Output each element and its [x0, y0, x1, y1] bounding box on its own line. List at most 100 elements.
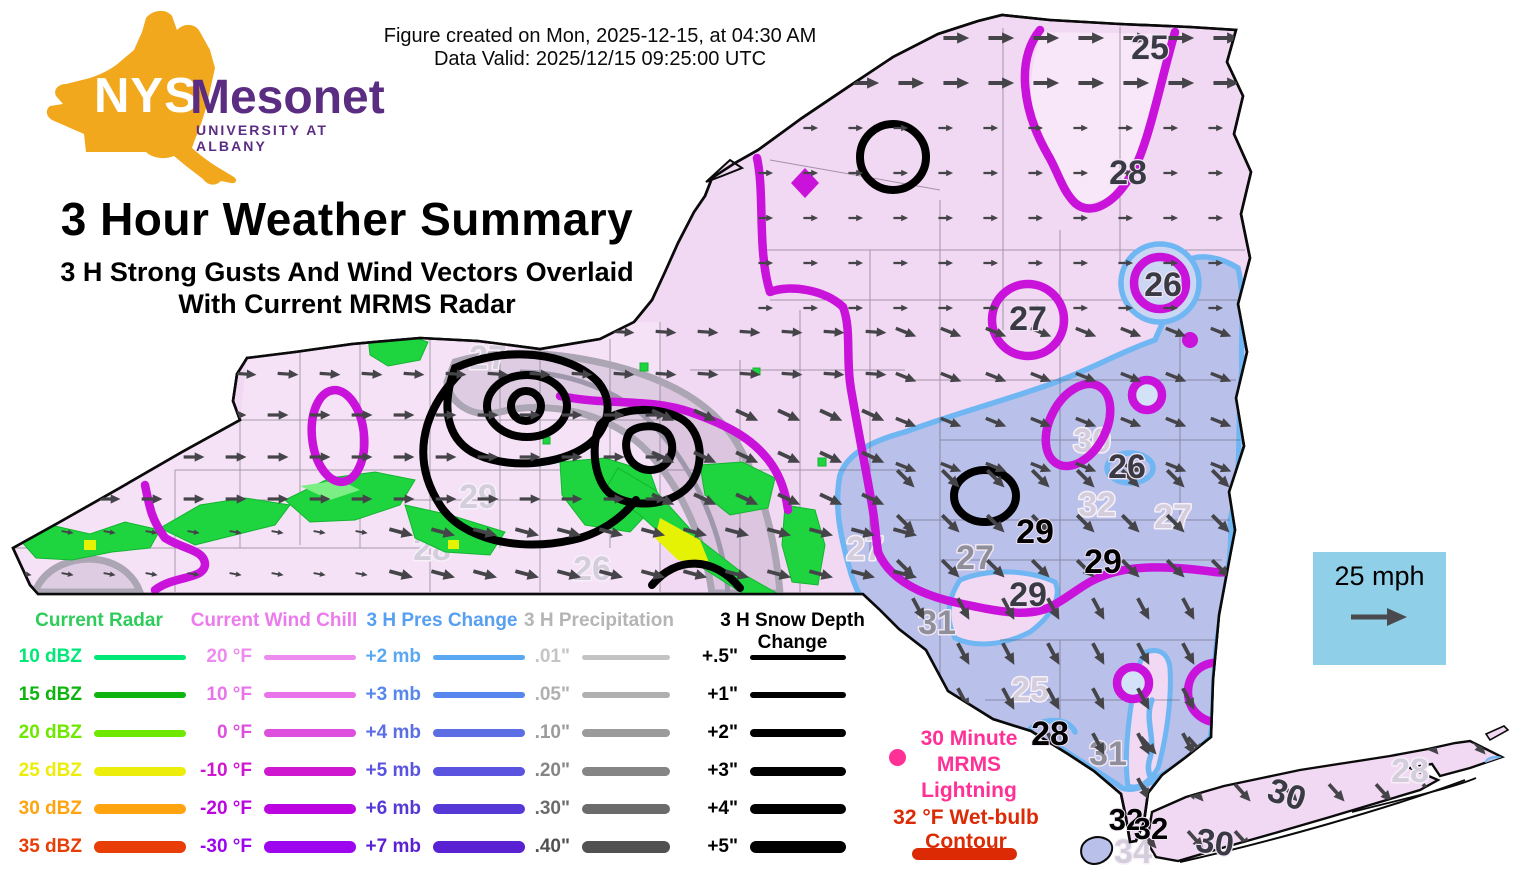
- legend-row-swatch: [582, 654, 670, 660]
- legend-row-label: +2": [707, 722, 738, 743]
- legend-row-swatch: [750, 841, 846, 853]
- wind-speed-key: 25 mph: [1313, 552, 1446, 665]
- gust-label: 32: [1078, 486, 1116, 524]
- legend-row-label: +5 mb: [365, 760, 421, 781]
- legend-row: +.5": [690, 638, 895, 676]
- wind-chill-contours: [140, 25, 1257, 727]
- legend-row: 20 °F: [190, 638, 358, 676]
- legend-row-label: -30 °F: [200, 836, 252, 857]
- legend-row-swatch: [750, 692, 846, 698]
- legend-row-label: 20 dBZ: [18, 722, 82, 743]
- legend-column-5: 3 H Snow Depth Change +.5" +1" +2" +3" +4" +5": [690, 610, 895, 866]
- legend-row-label: .01": [534, 646, 570, 667]
- lightning-dot-icon: [889, 749, 906, 766]
- subtitle-line-2: With Current MRMS Radar: [178, 289, 516, 319]
- legend-row-label: .40": [534, 836, 570, 857]
- legend-row-swatch: [264, 804, 356, 814]
- legend-row-swatch: [582, 729, 670, 737]
- legend-row: +3 mb: [357, 676, 527, 714]
- legend-row-swatch: [94, 729, 186, 737]
- gust-label: 29: [1009, 576, 1047, 614]
- legend-row: +5 mb: [357, 752, 527, 790]
- legend-row: -10 °F: [190, 752, 358, 790]
- staten-island: [1080, 836, 1114, 865]
- legend-row-label: -20 °F: [200, 798, 252, 819]
- legend-row: +7 mb: [357, 828, 527, 866]
- legend-column-2: Current Wind Chill 20 °F 10 °F 0 °F -10 °F -2…: [190, 610, 358, 866]
- legend-row-swatch: [264, 766, 356, 776]
- legend-row-label: .20": [534, 760, 570, 781]
- wetbulb-contour-swatch: [912, 848, 1017, 860]
- legend-row-swatch: [433, 841, 525, 853]
- gust-label: 28: [1109, 154, 1147, 192]
- legend-column-header: Current Wind Chill: [190, 610, 358, 631]
- subtitle-line-1: 3 H Strong Gusts And Wind Vectors Overla…: [60, 257, 634, 287]
- legend-row-swatch: [582, 804, 670, 814]
- legend-row-label: +4": [707, 798, 738, 819]
- legend-column-1: Current Radar 10 dBZ 15 dBZ 20 dBZ 25 dBZ 30 …: [10, 610, 188, 866]
- legend-row: 35 dBZ: [10, 828, 188, 866]
- legend-row-label: 10 dBZ: [18, 646, 82, 667]
- legend-row: +3": [690, 752, 895, 790]
- logo-institution: UNIVERSITY AT ALBANY: [196, 122, 329, 154]
- legend-row-swatch: [750, 729, 846, 737]
- legend-row: .10": [524, 714, 674, 752]
- legend-row: +6 mb: [357, 790, 527, 828]
- legend-row-label: +6 mb: [365, 798, 421, 819]
- legend-row: -30 °F: [190, 828, 358, 866]
- legend-row: 10 dBZ: [10, 638, 188, 676]
- legend-row-swatch: [94, 766, 186, 776]
- legend-row: 25 dBZ: [10, 752, 188, 790]
- legend-row-label: .05": [534, 684, 570, 705]
- legend-row-label: +5": [707, 836, 738, 857]
- legend-row-label: 15 dBZ: [18, 684, 82, 705]
- legend-row: .05": [524, 676, 674, 714]
- legend-row-swatch: [94, 804, 186, 814]
- gust-label: 29: [459, 478, 497, 516]
- legend-row-swatch: [433, 654, 525, 660]
- legend-row-swatch: [433, 804, 525, 814]
- legend-row-swatch: [94, 692, 186, 698]
- state-border: [11, 13, 1253, 844]
- legend-column-header: 3 H Snow Depth Change: [720, 610, 865, 653]
- legend-column-header: 3 H Pres Change: [366, 610, 518, 631]
- legend-row-label: +1": [707, 684, 738, 705]
- legend-row-label: 35 dBZ: [18, 836, 82, 857]
- figure-timestamps: Figure created on Mon, 2025-12-15, at 04…: [328, 25, 872, 71]
- logo-acronym: NYS: [94, 69, 198, 123]
- legend-row-swatch: [582, 841, 670, 853]
- legend-row-swatch: [94, 654, 186, 660]
- gust-label: 27: [1154, 498, 1192, 536]
- ny-state-shape-icon: [46, 10, 237, 185]
- wind-speed-key-label: 25 mph: [1334, 561, 1425, 591]
- gust-label: 34: [1114, 833, 1152, 871]
- logo-name: Mesonet: [190, 71, 385, 124]
- legend-row-label: +4 mb: [365, 722, 421, 743]
- legend-row: +4 mb: [357, 714, 527, 752]
- legend-row: +5": [690, 828, 895, 866]
- legend-row: +4": [690, 790, 895, 828]
- legend-row-swatch: [750, 654, 846, 660]
- legend-row: +2 mb: [357, 638, 527, 676]
- valid-line: Data Valid: 2025/12/15 09:25:00 UTC: [433, 48, 767, 70]
- gust-label: 29: [1016, 513, 1054, 551]
- legend-row-label: +3 mb: [365, 684, 421, 705]
- gust-label: 25: [1011, 671, 1049, 709]
- legend-row: 10 °F: [190, 676, 358, 714]
- gust-label: 27: [956, 539, 994, 577]
- legend-row-swatch: [264, 654, 356, 660]
- legend-row-swatch: [433, 692, 525, 698]
- legend-row: .20": [524, 752, 674, 790]
- legend-column-header: Current Radar: [35, 610, 163, 631]
- gust-label: 31: [918, 604, 956, 642]
- legend-row: .30": [524, 790, 674, 828]
- created-line: Figure created on Mon, 2025-12-15, at 04…: [383, 25, 817, 47]
- legend-row-label: +2 mb: [365, 646, 421, 667]
- legend-row: +2": [690, 714, 895, 752]
- legend-row-swatch: [264, 729, 356, 737]
- legend-row-label: 0 °F: [216, 722, 252, 743]
- legend-row-label: 10 °F: [206, 684, 252, 705]
- nys-mesonet-logo: NYS Mesonet UNIVERSITY AT ALBANY: [28, 4, 385, 189]
- legend-row: 30 dBZ: [10, 790, 188, 828]
